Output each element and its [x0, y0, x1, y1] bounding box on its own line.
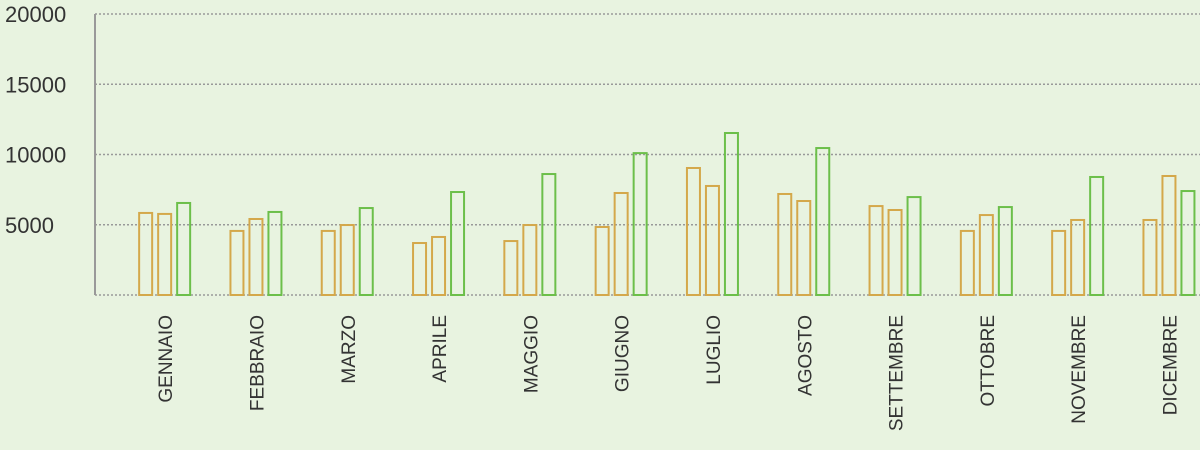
- bar: [1089, 175, 1105, 296]
- y-tick-label: 20000: [5, 2, 66, 27]
- bar: [138, 211, 154, 296]
- bar: [959, 229, 975, 297]
- x-tick-label: APRILE: [430, 315, 451, 383]
- bar: [1180, 190, 1196, 296]
- bar: [1051, 229, 1067, 297]
- bar: [522, 224, 538, 297]
- bar: [906, 196, 922, 296]
- y-tick-label: 10000: [5, 143, 66, 168]
- x-tick-label: AGOSTO: [795, 315, 816, 396]
- bar: [978, 214, 994, 296]
- x-tick-label: MARZO: [339, 315, 360, 384]
- bar: [777, 192, 793, 296]
- y-tick-label: 5000: [5, 213, 54, 238]
- bar: [157, 212, 173, 296]
- x-tick-label: SETTEMBRE: [887, 315, 908, 431]
- bar: [723, 132, 739, 296]
- bar: [176, 201, 192, 296]
- bar: [267, 210, 283, 296]
- x-tick-label: GIUGNO: [613, 315, 634, 392]
- bar: [815, 147, 831, 296]
- bar: [358, 207, 374, 296]
- bar: [594, 225, 610, 296]
- x-tick-label: GENNAIO: [156, 315, 177, 403]
- bar: [450, 191, 466, 297]
- bar: [685, 166, 701, 297]
- bar: [1142, 218, 1158, 297]
- bar: [339, 224, 355, 297]
- x-tick-label: OTTOBRE: [978, 315, 999, 407]
- x-tick-label: FEBBRAIO: [247, 315, 268, 411]
- bar: [503, 240, 519, 297]
- bar: [431, 235, 447, 296]
- bar: [868, 205, 884, 297]
- bar: [248, 217, 264, 296]
- x-tick-label: MAGGIO: [521, 315, 542, 393]
- bar: [796, 200, 812, 296]
- x-tick-label: DICEMBRE: [1160, 315, 1181, 415]
- bar: [229, 229, 245, 297]
- bar: [632, 152, 648, 296]
- bar: [1070, 218, 1086, 297]
- x-tick-label: NOVEMBRE: [1069, 315, 1090, 424]
- bar: [704, 184, 720, 296]
- bar: [541, 173, 557, 296]
- bar: [887, 208, 903, 296]
- y-tick-label: 15000: [5, 72, 66, 97]
- bar: [1161, 174, 1177, 297]
- bar: [613, 191, 629, 296]
- bar: [412, 242, 428, 296]
- x-tick-label: LUGLIO: [704, 315, 725, 385]
- bar: [320, 229, 336, 297]
- bar: [997, 206, 1013, 296]
